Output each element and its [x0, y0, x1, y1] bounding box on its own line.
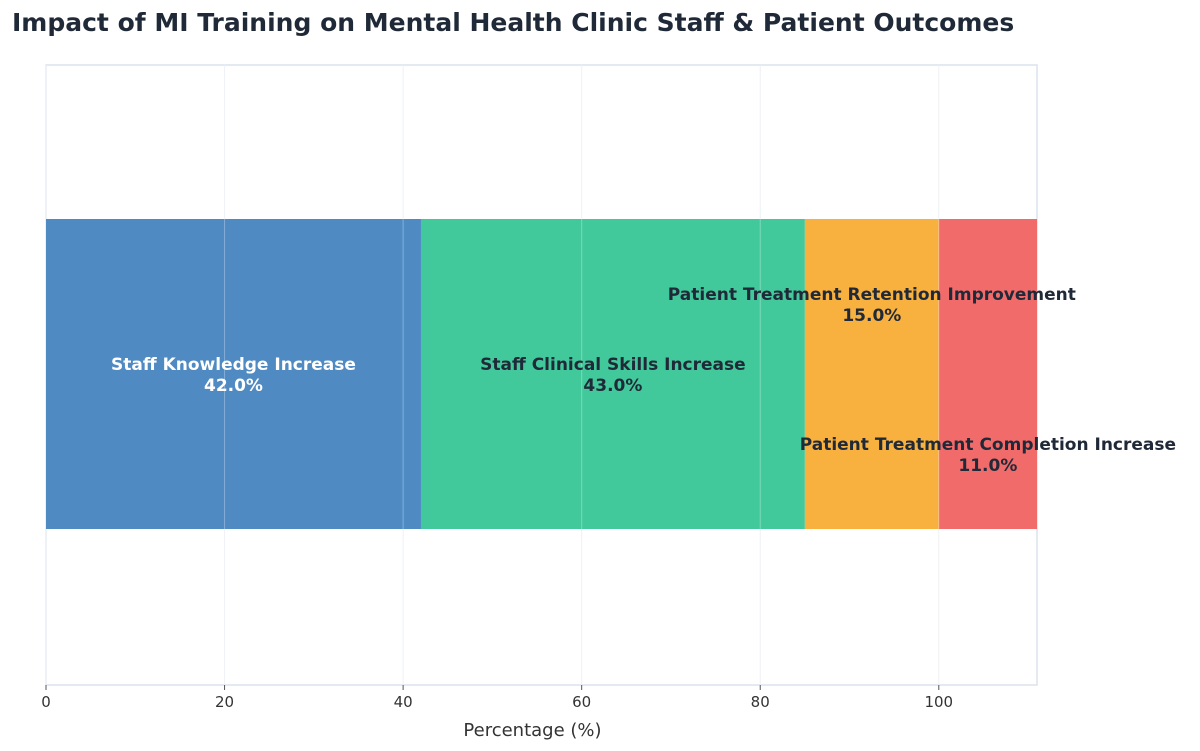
x-tick-label: 0 [41, 693, 51, 711]
x-tick-label: 80 [751, 693, 770, 711]
x-tick-label: 60 [572, 693, 591, 711]
bar-segment [804, 219, 939, 529]
segment-name-label: Staff Clinical Skills Increase [480, 355, 746, 375]
x-tick-label: 20 [215, 693, 234, 711]
bar-segment [46, 219, 421, 529]
segment-name-label: Staff Knowledge Increase [111, 355, 356, 375]
bar-segment [420, 219, 805, 529]
x-axis-label: Percentage (%) [463, 720, 601, 741]
x-tick-label: 40 [394, 693, 413, 711]
chart-title: Impact of MI Training on Mental Health C… [12, 8, 1015, 37]
segment-name-label: Patient Treatment Completion Increase [800, 435, 1176, 455]
segment-name-label: Patient Treatment Retention Improvement [668, 285, 1076, 305]
x-tick-label: 100 [924, 693, 953, 711]
segment-value-label: 15.0% [842, 306, 901, 326]
bar-segment [938, 219, 1037, 529]
segment-value-label: 43.0% [583, 376, 642, 396]
segment-value-label: 42.0% [204, 376, 263, 396]
segment-value-label: 11.0% [958, 456, 1017, 476]
